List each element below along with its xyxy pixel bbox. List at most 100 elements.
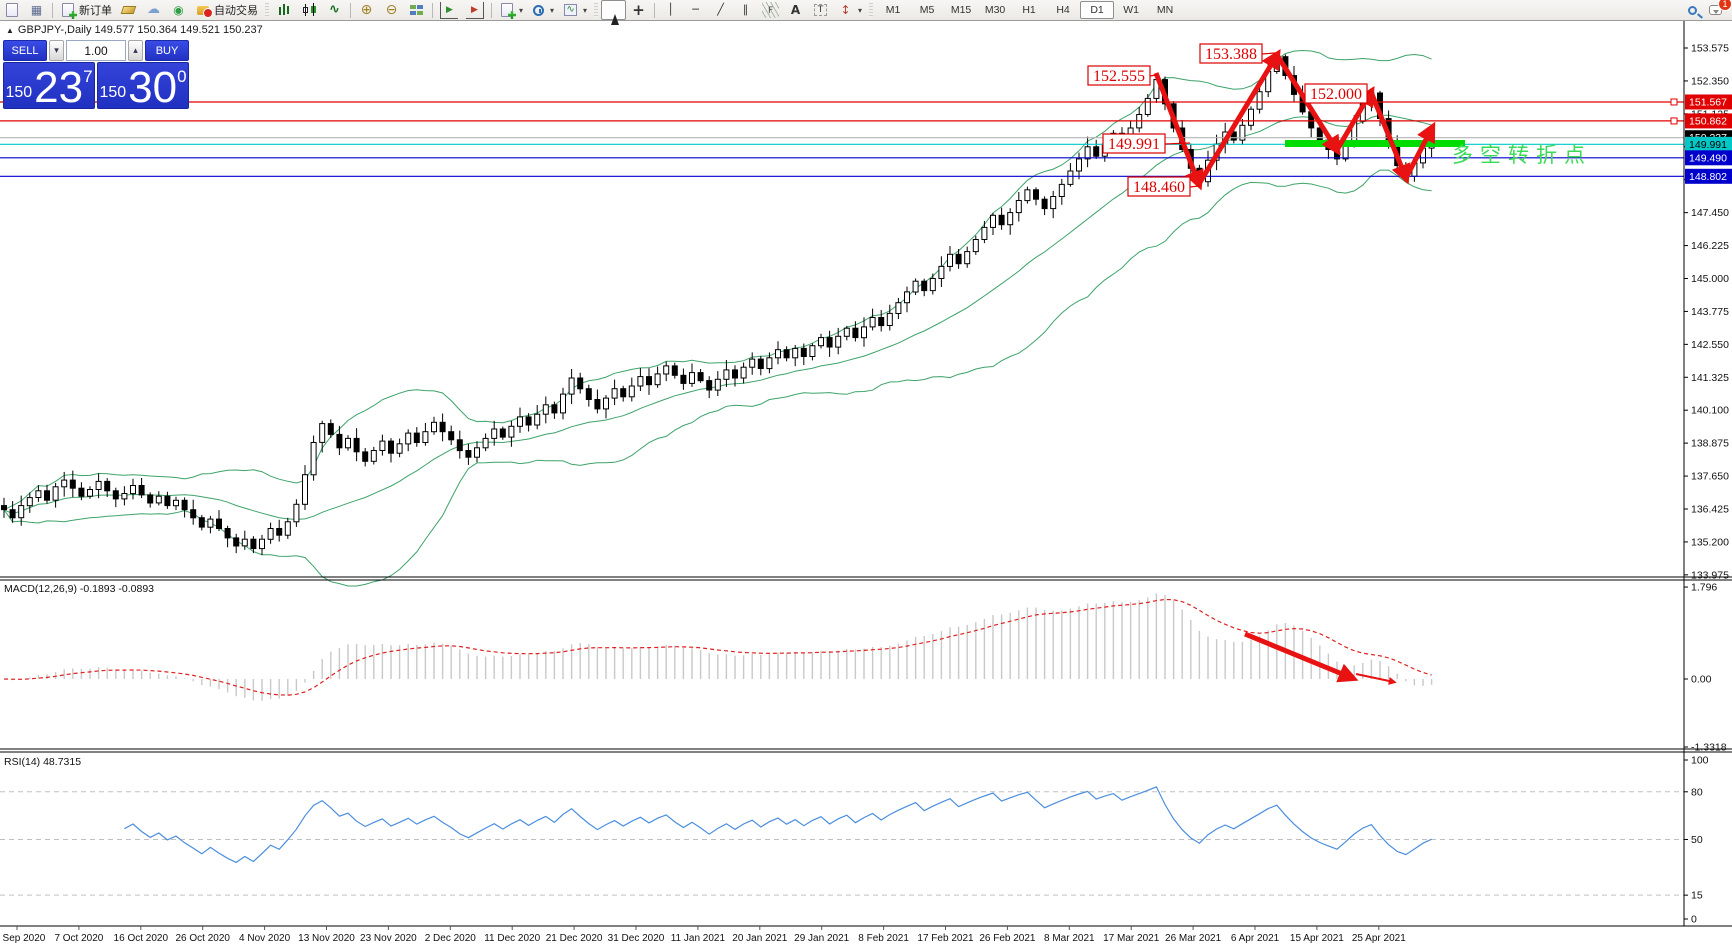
arrows-button[interactable]: ▾ [833,0,866,20]
search-button[interactable] [1682,0,1703,20]
buy-price-prefix: 150 [99,84,127,101]
trend-arrow [1196,49,1281,186]
profiles-icon [28,2,45,18]
trend-arrow [1153,72,1204,191]
date-label: 2 Dec 2020 [425,933,477,944]
annotation-note[interactable]: 多空转折点 [1452,144,1592,167]
trend-arrow [1368,91,1411,185]
date-label: 26 Oct 2020 [175,933,230,944]
buy-button[interactable]: BUY [145,40,189,61]
axis-badge [1685,136,1732,152]
timeframe-button-d1[interactable]: D1 [1080,1,1115,19]
timeframe-button-m1[interactable]: M1 [885,4,901,16]
zoom-out-button[interactable] [379,0,404,20]
timeframe-button-h4[interactable]: H4 [1056,4,1070,16]
sell-price[interactable]: 150 23 7 [3,62,95,109]
date-label: 13 Nov 2020 [298,933,355,944]
price-label-leader [1366,90,1372,95]
volume-decrease-button[interactable] [49,40,64,61]
crosshair-button[interactable] [626,0,651,20]
date-label: 17 Feb 2021 [917,933,974,944]
profiles-button[interactable] [24,0,49,20]
indicators-icon [564,4,578,16]
bar-chart-button[interactable] [272,0,297,20]
price-label-text: 152.000 [1310,86,1362,103]
text-button[interactable] [783,0,808,20]
volume-input[interactable]: 1.00 [66,40,126,61]
support-bar [1285,140,1465,147]
new-order-label: 新订单 [79,5,112,17]
timeframe-button-m5[interactable]: M5 [919,4,935,16]
sell-price-prefix: 150 [5,84,33,101]
timeframe-button-m30[interactable]: M30 [984,4,1006,16]
buy-price[interactable]: 150 30 0 [97,62,189,109]
chevron-down-icon: ▾ [583,5,588,15]
price-label-box [1102,133,1166,154]
rsi-tick: 80 [1691,786,1703,798]
date-label: 11 Dec 2020 [484,933,540,944]
sell-button[interactable]: SELL [3,40,47,61]
indicators-button[interactable]: ▾ [558,0,591,20]
price-tick: 133.975 [1691,569,1729,581]
horizontal-lines[interactable] [0,98,1684,177]
collapse-arrow-icon[interactable] [6,24,14,36]
timeframe-button-w1[interactable]: W1 [1123,4,1139,16]
drawn-objects[interactable]: 152.555 153.388 152.000 149.991 148.460 [1087,43,1465,685]
zoom-out-icon [383,2,400,18]
macd-tick: 1.796 [1691,582,1717,594]
macd-arrow [1244,631,1359,683]
search-icon [1688,5,1697,15]
fibonacci-button[interactable] [758,0,783,20]
date-label: 28 Sep 2020 [0,933,46,944]
horizontal-line-button[interactable] [683,0,708,20]
market-watch-button[interactable] [116,0,141,20]
auto-scroll-button[interactable] [436,0,462,20]
line-chart-button[interactable] [322,0,347,20]
new-order-button[interactable]: 新订单 [56,0,116,20]
toolbar-separator [350,2,351,18]
price-tick: 138.875 [1691,438,1729,450]
chart-shift-button[interactable] [462,0,488,20]
date-label: 23 Nov 2020 [360,933,417,944]
tile-windows-button[interactable] [404,0,429,20]
horizontal-line-icon [687,2,704,18]
price-tick: 136.425 [1691,503,1729,515]
notifications-button[interactable]: 1 [1703,0,1732,20]
price-tick: 141.325 [1691,372,1729,384]
vertical-line-button[interactable] [658,0,683,20]
date-label: 16 Oct 2020 [114,933,169,944]
timeframe-button-mn[interactable]: MN [1156,4,1174,16]
price-tick: 145.000 [1691,273,1729,285]
community-button[interactable] [141,0,166,20]
price-label-text: 149.991 [1108,136,1160,153]
templates-icon [501,3,513,17]
rsi-tick: 50 [1691,834,1703,846]
volume-increase-button[interactable] [128,40,143,61]
new-order-icon [62,3,74,17]
auto-scroll-icon [440,1,458,19]
trendline-button[interactable] [708,0,733,20]
candles [1,53,1435,556]
chevron-down-icon: ▾ [550,5,555,15]
date-label: 29 Jan 2021 [794,933,849,944]
text-label-button[interactable] [808,0,833,20]
chart-shift-icon [466,1,484,19]
cursor-button[interactable] [601,0,627,25]
periods-button[interactable]: ▾ [527,0,558,20]
candlestick-chart-button[interactable] [297,0,322,20]
equidistant-channel-button[interactable] [733,0,758,20]
new-chart-button[interactable] [0,0,24,20]
axis-badge [1685,94,1732,110]
date-label: 26 Mar 2021 [1165,933,1222,944]
timeframe-button-m15[interactable]: M15 [950,4,972,16]
price-tick: 143.775 [1691,306,1729,318]
autotrading-button[interactable]: 自动交易 [191,0,262,20]
price-tick: 142.550 [1691,339,1729,351]
signals-button[interactable] [166,0,191,20]
rsi-pane [0,786,1684,896]
zoom-in-button[interactable] [354,0,379,20]
templates-button[interactable]: ▾ [495,0,527,20]
timeframe-button-h1[interactable]: H1 [1022,4,1036,16]
